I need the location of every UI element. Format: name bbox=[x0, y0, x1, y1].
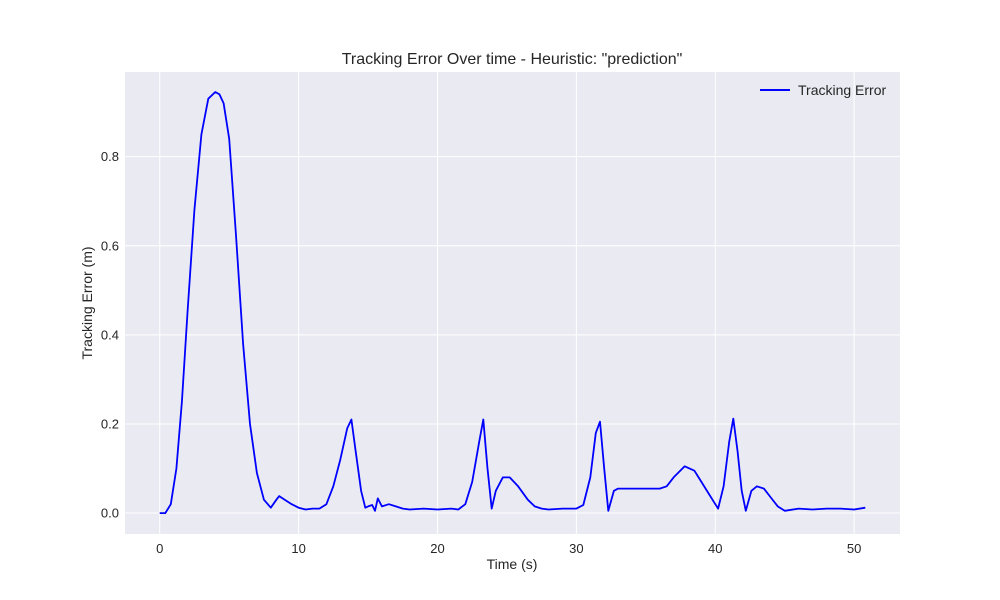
y-tick-label: 0.6 bbox=[101, 238, 119, 253]
x-tick-label: 30 bbox=[569, 541, 583, 556]
y-axis-label: Tracking Error (m) bbox=[79, 246, 95, 359]
x-tick-label: 10 bbox=[291, 541, 305, 556]
x-tick-label: 0 bbox=[156, 541, 163, 556]
y-tick-label: 0.8 bbox=[101, 149, 119, 164]
grid-lines bbox=[125, 72, 900, 534]
legend-label-tracking-error: Tracking Error bbox=[798, 82, 887, 98]
x-tick-label: 20 bbox=[430, 541, 444, 556]
x-axis-label: Time (s) bbox=[487, 556, 538, 572]
y-tick-label: 0.4 bbox=[101, 327, 119, 342]
legend: Tracking Error bbox=[760, 82, 887, 98]
series-layer bbox=[159, 91, 866, 514]
chart-title: Tracking Error Over time - Heuristic: "p… bbox=[342, 51, 683, 68]
series-line-tracking-error bbox=[159, 91, 866, 514]
y-tick-label: 0.2 bbox=[101, 416, 119, 431]
x-tick-label: 50 bbox=[847, 541, 861, 556]
x-tick-label: 40 bbox=[708, 541, 722, 556]
y-tick-label: 0.0 bbox=[101, 506, 119, 521]
tick-labels: 0 10 20 30 40 50 0.0 0.2 0.4 0.6 0.8 bbox=[101, 149, 861, 556]
